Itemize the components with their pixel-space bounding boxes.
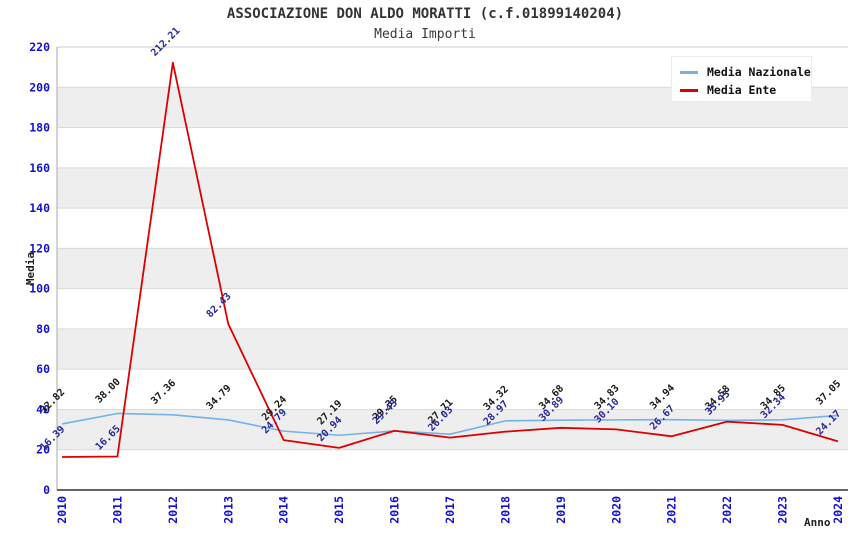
y-tick-label: 20 (36, 443, 50, 457)
x-tick-label: 2020 (609, 496, 623, 524)
x-tick-label: 2016 (388, 496, 402, 524)
x-tick-label: 2013 (221, 496, 235, 524)
chart-title: ASSOCIAZIONE DON ALDO MORATTI (c.f.01899… (226, 6, 624, 22)
legend-label: Media Nazionale (707, 65, 811, 79)
plot-band (57, 248, 848, 289)
x-axis-title: Anno (804, 516, 831, 529)
y-tick-label: 140 (29, 201, 50, 215)
line-media-nazionale (61, 412, 839, 437)
y-tick-label: 220 (29, 40, 50, 54)
y-tick-label: 120 (29, 241, 50, 255)
x-tick-label: 2017 (443, 496, 457, 524)
y-tick-label: 200 (29, 80, 50, 94)
point-label: 38.00 (94, 377, 123, 406)
y-axis-title: Media (24, 251, 38, 286)
x-tick-label: 2023 (776, 496, 790, 524)
legend-swatch-ente-icon (680, 88, 698, 92)
point-label: 82.43 (205, 291, 234, 320)
plot-band (57, 328, 848, 370)
x-tick-label: 2011 (110, 496, 124, 524)
point-label: 34.79 (205, 383, 234, 412)
x-tick-label: 2021 (665, 496, 679, 524)
x-tick-label: 2014 (277, 496, 291, 524)
x-tick-label: 2022 (720, 496, 734, 524)
line-media-ente (61, 61, 839, 458)
x-tick-label: 2019 (554, 496, 568, 524)
x-tick-label: 2024 (831, 496, 845, 524)
point-label: 37.05 (814, 378, 843, 407)
x-tick-label: 2015 (332, 496, 346, 524)
legend-label: Media Ente (707, 83, 777, 97)
legend-item-media-ente: Media Ente (680, 81, 803, 99)
y-tick-label: 100 (29, 282, 50, 296)
y-tick-label: 160 (29, 161, 50, 175)
y-tick-label: 0 (43, 483, 50, 497)
y-tick-label: 80 (36, 322, 50, 336)
chart-subtitle: Media Importi (374, 27, 476, 42)
x-tick-label: 2012 (166, 496, 180, 524)
point-label: 37.36 (149, 378, 178, 407)
x-tick-label: 2010 (55, 496, 69, 524)
y-tick-label: 180 (29, 121, 50, 135)
x-tick-label: 2018 (498, 496, 512, 524)
legend-swatch-nazionale-icon (680, 70, 698, 74)
legend: Media Nazionale Media Ente (671, 56, 812, 102)
plot-band (57, 167, 848, 209)
y-tick-label: 60 (36, 362, 50, 376)
legend-item-media-nazionale: Media Nazionale (680, 63, 811, 81)
y-tick-label: 40 (36, 402, 50, 416)
